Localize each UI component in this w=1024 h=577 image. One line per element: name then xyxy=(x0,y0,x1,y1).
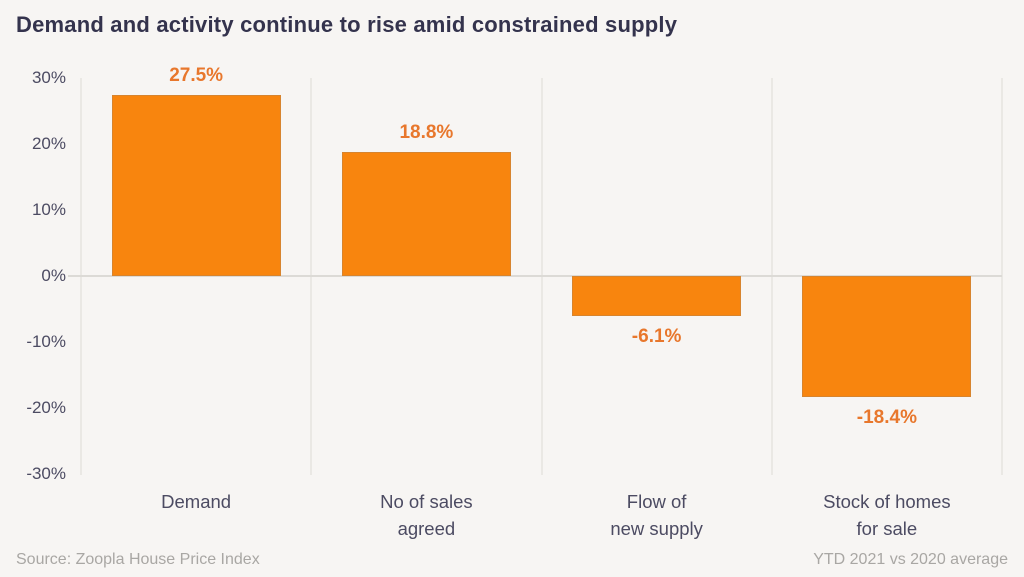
chart-title: Demand and activity continue to rise ami… xyxy=(16,12,678,37)
zero-baseline xyxy=(68,275,1002,277)
bar-value-label: -18.4% xyxy=(856,407,917,429)
y-axis-tick-label: 20% xyxy=(31,134,66,153)
period-note: YTD 2021 vs 2020 average xyxy=(813,551,1008,568)
x-axis-category-label: Flow of new supply xyxy=(610,491,703,539)
y-axis-tick-label: 30% xyxy=(31,68,66,87)
bar-value-label: 18.8% xyxy=(399,121,454,143)
bar-flow-of-new-supply xyxy=(572,276,742,317)
y-axis-tick-label: 0% xyxy=(41,266,66,285)
bar-value-label: 27.5% xyxy=(169,64,224,86)
gridline-vertical xyxy=(1001,78,1003,475)
x-axis-category-label: No of sales agreed xyxy=(380,491,473,539)
bar-no-of-sales-agreed xyxy=(341,151,511,276)
x-axis-category-label: Demand xyxy=(161,491,232,512)
y-axis-tick-label: 10% xyxy=(31,200,66,219)
bar-demand xyxy=(111,94,281,276)
y-axis-tick-label: -10% xyxy=(26,332,66,351)
y-axis-tick-label: -20% xyxy=(26,398,66,417)
bar-stock-of-homes-for-sale xyxy=(802,276,972,398)
bar-value-label: -6.1% xyxy=(631,326,682,348)
x-axis-category-label: Stock of homes for sale xyxy=(823,491,951,539)
source-attribution: Source: Zoopla House Price Index xyxy=(16,551,260,568)
y-axis-tick-label: -30% xyxy=(26,464,66,483)
